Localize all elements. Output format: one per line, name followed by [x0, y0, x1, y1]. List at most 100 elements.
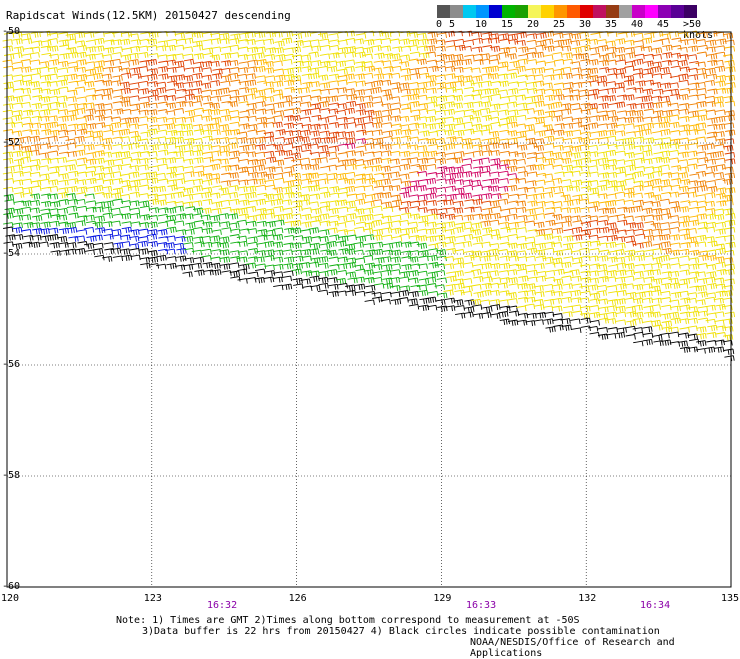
- wind-barb: [381, 89, 392, 96]
- wind-barb: [518, 53, 529, 60]
- wind-barb: [192, 114, 203, 121]
- map-title: Rapidscat Winds(12.5KM) 20150427 descend…: [6, 9, 291, 22]
- wind-barb: [425, 235, 437, 242]
- wind-barb: [30, 73, 42, 79]
- longitude-label: 126: [288, 593, 307, 604]
- wind-barb: [49, 88, 61, 96]
- wind-barb: [41, 193, 52, 200]
- wind-barb: [400, 68, 411, 74]
- wind-barb: [263, 121, 275, 128]
- wind-barb: [705, 213, 717, 220]
- wind-barb: [625, 334, 636, 340]
- wind-barb: [174, 60, 185, 67]
- wind-barb: [552, 164, 563, 171]
- wind-barb: [670, 93, 681, 100]
- wind-barb: [650, 222, 661, 229]
- wind-barb: [183, 242, 194, 248]
- wind-barb: [626, 319, 637, 327]
- wind-barb: [723, 87, 734, 94]
- wind-barb: [49, 129, 60, 137]
- wind-barb: [203, 156, 214, 163]
- wind-barb: [67, 198, 78, 205]
- wind-barb: [490, 234, 501, 241]
- wind-barb: [461, 163, 472, 170]
- wind-barb: [652, 130, 663, 137]
- wind-barb: [436, 32, 447, 38]
- wind-barb: [642, 228, 653, 235]
- wind-barb: [580, 150, 591, 158]
- wind-barb: [381, 143, 392, 151]
- wind-barb: [552, 290, 563, 297]
- wind-barb: [641, 46, 653, 52]
- wind-barb: [679, 269, 690, 276]
- wind-barb: [66, 248, 77, 255]
- wind-barb: [434, 270, 446, 276]
- wind-barb: [498, 103, 509, 109]
- wind-barb: [84, 31, 95, 38]
- wind-barb: [363, 159, 374, 166]
- wind-barb: [590, 227, 601, 234]
- wind-barb: [290, 227, 302, 234]
- wind-barb: [725, 158, 736, 165]
- wind-barb: [517, 193, 528, 200]
- wind-barb: [371, 122, 383, 129]
- wind-barb: [706, 340, 717, 346]
- wind-barb: [245, 73, 256, 80]
- wind-barb: [518, 88, 529, 94]
- wind-barb: [290, 152, 302, 159]
- wind-barb: [652, 228, 663, 235]
- wind-barb: [326, 164, 337, 171]
- wind-barb: [212, 185, 223, 191]
- wind-barb: [525, 208, 536, 215]
- wind-barb: [166, 200, 177, 207]
- wind-barb: [408, 290, 419, 298]
- wind-barb: [344, 117, 356, 123]
- wind-barb: [291, 242, 302, 249]
- wind-barb: [661, 172, 673, 179]
- wind-barb: [463, 262, 474, 268]
- wind-barb: [374, 257, 385, 264]
- wind-barb: [156, 199, 167, 206]
- wind-barb: [597, 123, 609, 129]
- wind-barb: [309, 39, 320, 45]
- wind-barb: [248, 171, 259, 179]
- wind-barb: [389, 38, 401, 45]
- wind-barb: [545, 61, 556, 67]
- wind-barb: [452, 102, 463, 109]
- wind-barb: [265, 184, 276, 191]
- wind-barb: [561, 220, 572, 227]
- wind-barb: [182, 123, 193, 130]
- wind-barb: [211, 150, 222, 157]
- wind-barb: [66, 242, 77, 249]
- wind-barb: [588, 46, 600, 53]
- wind-barb: [554, 171, 565, 177]
- wind-barb: [515, 158, 526, 165]
- wind-barb: [236, 235, 248, 242]
- wind-barb: [506, 207, 518, 213]
- wind-barb: [83, 130, 94, 137]
- wind-barb: [139, 205, 151, 212]
- wind-barb: [444, 116, 455, 123]
- wind-barb: [292, 135, 304, 143]
- wind-barb: [399, 82, 410, 89]
- wind-barb: [715, 51, 726, 58]
- wind-barb: [220, 52, 232, 59]
- wind-barb: [679, 255, 690, 261]
- time-label: 16:34: [640, 600, 671, 611]
- wind-barb: [633, 130, 644, 137]
- wind-barb: [470, 179, 482, 186]
- wind-barb: [255, 75, 266, 81]
- wind-barb: [444, 241, 455, 248]
- wind-barb: [140, 131, 151, 138]
- wind-barb: [29, 207, 40, 214]
- wind-barb: [563, 256, 574, 262]
- wind-barb: [211, 117, 222, 124]
- wind-barb: [515, 220, 526, 227]
- wind-barb: [488, 59, 500, 65]
- longitude-label: 129: [433, 593, 452, 604]
- wind-barb: [695, 122, 707, 129]
- legend-swatch: [554, 5, 567, 18]
- wind-barb: [722, 297, 733, 303]
- wind-barb: [570, 61, 581, 67]
- wind-barb: [30, 171, 41, 178]
